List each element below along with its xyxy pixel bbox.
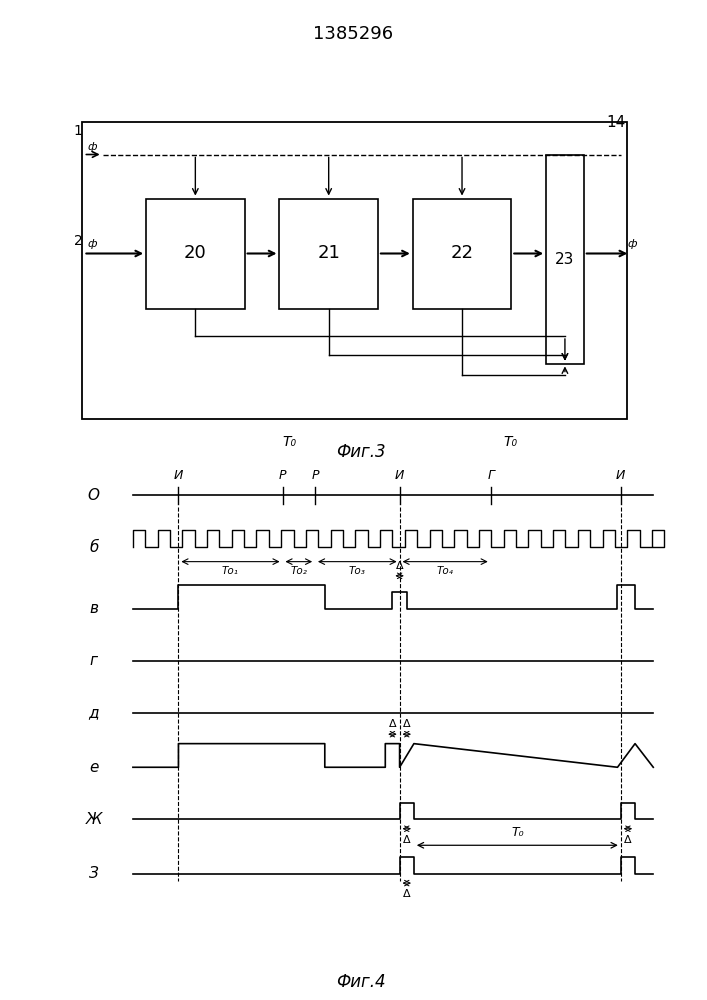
Text: Tо₁: Tо₁ bbox=[222, 566, 239, 576]
Text: Фиг.3: Фиг.3 bbox=[336, 443, 385, 461]
Text: 21: 21 bbox=[317, 244, 340, 262]
Text: Δ: Δ bbox=[624, 835, 632, 845]
Text: Ж: Ж bbox=[86, 812, 102, 827]
Text: е: е bbox=[89, 760, 98, 775]
Text: Δ: Δ bbox=[396, 561, 404, 571]
Text: ф: ф bbox=[88, 239, 98, 249]
Text: И: И bbox=[395, 469, 404, 482]
Text: T₀: T₀ bbox=[282, 435, 296, 449]
Text: Tо₃: Tо₃ bbox=[349, 566, 366, 576]
Text: Г: Г bbox=[487, 469, 494, 482]
Text: 1385296: 1385296 bbox=[313, 25, 394, 43]
Text: ф: ф bbox=[627, 239, 637, 249]
Text: 22: 22 bbox=[450, 244, 474, 262]
Text: Р: Р bbox=[311, 469, 319, 482]
Text: 1: 1 bbox=[74, 124, 83, 138]
Text: Δ: Δ bbox=[389, 719, 396, 729]
Text: ф: ф bbox=[88, 142, 98, 152]
Text: Фиг.4: Фиг.4 bbox=[336, 973, 385, 991]
Text: T₀: T₀ bbox=[511, 826, 524, 839]
Text: Δ: Δ bbox=[403, 719, 411, 729]
Text: И: И bbox=[174, 469, 183, 482]
Bar bbox=[279, 198, 378, 308]
Text: Р: Р bbox=[279, 469, 286, 482]
Text: д: д bbox=[88, 705, 99, 720]
Text: 23: 23 bbox=[555, 251, 575, 266]
Bar bbox=[413, 198, 511, 308]
Text: Tо₂: Tо₂ bbox=[291, 566, 308, 576]
Text: И: И bbox=[616, 469, 626, 482]
Text: 14: 14 bbox=[606, 115, 625, 130]
Text: О: О bbox=[88, 488, 100, 503]
Text: Tо₄: Tо₄ bbox=[437, 566, 454, 576]
Text: б: б bbox=[89, 540, 98, 555]
Text: г: г bbox=[90, 653, 98, 668]
Text: в: в bbox=[89, 601, 98, 616]
Text: T₀: T₀ bbox=[503, 435, 518, 449]
Text: Δ: Δ bbox=[403, 835, 411, 845]
Text: З: З bbox=[89, 866, 99, 881]
Text: 2: 2 bbox=[74, 234, 82, 248]
Text: Δ: Δ bbox=[403, 889, 411, 899]
Bar bbox=[546, 154, 584, 363]
Bar bbox=[146, 198, 245, 308]
Text: 20: 20 bbox=[184, 244, 206, 262]
